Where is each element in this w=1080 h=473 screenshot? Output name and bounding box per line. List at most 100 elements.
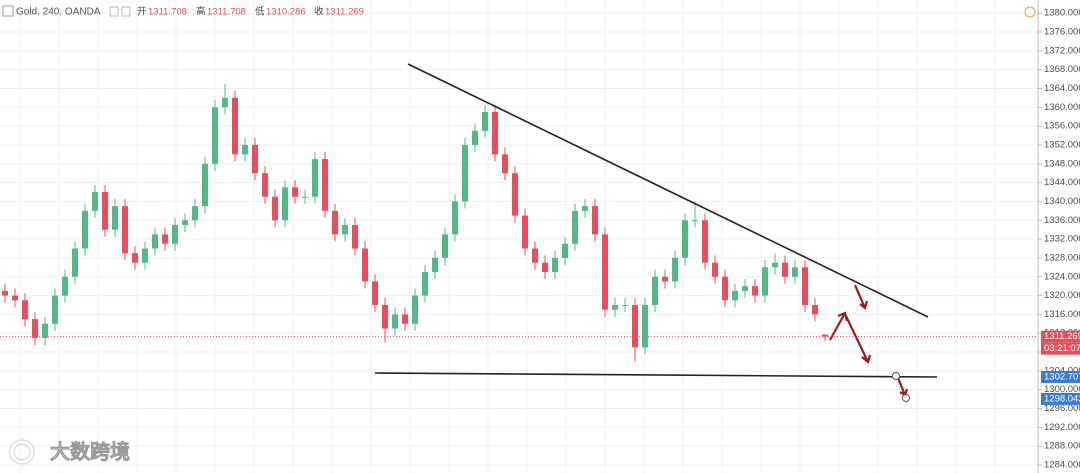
candle-body [202,163,208,207]
candle-body [392,314,398,329]
candle-body [632,304,638,348]
watermark-logo [10,440,34,464]
candle-body [212,107,218,164]
candle-body [822,334,828,337]
symbol: Gold, 240, OANDA [16,7,101,18]
icon[interactable] [121,6,131,17]
candle-body [372,281,378,305]
candle-body [2,290,8,296]
candle-body [402,314,408,324]
price-tag-label: 1311.269 [1044,331,1080,342]
candle-body [182,220,188,225]
ohlc-value: 1311.708 [148,7,187,18]
trend-line [407,63,929,318]
candle-body [242,144,248,155]
candle-body [732,290,738,301]
y-tick-label: 1332.000 [1044,234,1080,245]
candle-body [712,262,718,277]
y-tick-label: 1340.000 [1044,196,1080,207]
candle-body [462,144,468,202]
candle-body [42,323,48,338]
candle-body [362,248,368,282]
level-tag [1041,392,1080,405]
candle-body [582,206,588,211]
candle-body [232,97,238,155]
y-tick-label: 1356.000 [1044,121,1080,132]
icon[interactable] [109,6,119,17]
menu-icon[interactable] [2,5,14,17]
candle-body [432,257,438,273]
candle-body [472,130,478,145]
candle-body [692,220,698,222]
y-tick-label: 1368.000 [1044,64,1080,75]
candle-body [542,262,548,273]
level-tag [1041,370,1080,383]
candle-body [782,262,788,277]
candle-body [662,276,668,282]
y-tick-label: 1380.000 [1044,8,1080,19]
candle-body [262,173,268,197]
candle-body [642,304,648,348]
ohlc-label: 开 [137,7,147,18]
candle-body [12,295,18,301]
candle-body [572,210,578,244]
y-tick-label: 1364.000 [1044,83,1080,94]
y-tick-label: 1344.000 [1044,177,1080,188]
candle-body [312,159,318,197]
y-tick-label: 1328.000 [1044,252,1080,263]
candle-body [522,215,528,249]
candle-body [442,234,448,258]
candle-body [322,159,328,211]
candle-body [622,304,628,306]
countdown-tag [1041,342,1080,355]
candle-body [742,286,748,291]
candle-body [122,206,128,254]
candle-body [772,262,778,268]
price-tag [1041,330,1080,343]
candle-body [812,304,818,315]
y-tick-label: 1348.000 [1044,158,1080,169]
candle-body [512,173,518,216]
y-tick-label: 1296.000 [1044,403,1080,414]
ohlc-label: 收 [314,6,324,18]
candle-body [482,112,488,131]
candle-body [282,187,288,221]
y-tick-label: 1320.000 [1044,290,1080,301]
candle-body [702,220,708,263]
projection-arrows [829,284,909,397]
candle-body [112,206,118,230]
candle-body [682,220,688,258]
level-tag-label: 1298.042 [1044,393,1080,404]
candle-body [562,243,568,258]
ohlc-value: 1311.708 [207,7,246,18]
y-tick-label: 1376.000 [1044,27,1080,38]
watermark: 大数跨境 [50,439,130,463]
anchor-point [902,394,910,402]
candle-body [762,267,768,296]
candle-body [792,267,798,277]
candle-body [652,276,658,305]
candle-body [192,206,198,221]
ohlc-label: 低 [255,6,265,18]
candle-body [102,192,108,230]
info-icon[interactable] [1024,6,1036,18]
candle-body [672,257,678,282]
candle-body [722,276,728,301]
support-line [374,372,938,378]
candle-body [552,257,558,273]
candle-body [342,224,348,235]
y-tick-label: 1372.000 [1044,45,1080,56]
y-tick-label: 1352.000 [1044,139,1080,150]
y-tick-label: 1284.000 [1044,460,1080,471]
ohlc-value: 1310.286 [266,7,306,18]
candle-body [502,154,508,174]
y-tick-label: 1292.000 [1044,422,1080,433]
candle-body [62,276,68,296]
candle-body [802,267,808,305]
candle-body [292,187,298,197]
candle-body [82,210,88,249]
candle-body [612,304,618,310]
candle-body [332,210,338,235]
y-tick-label: 1360.000 [1044,102,1080,113]
